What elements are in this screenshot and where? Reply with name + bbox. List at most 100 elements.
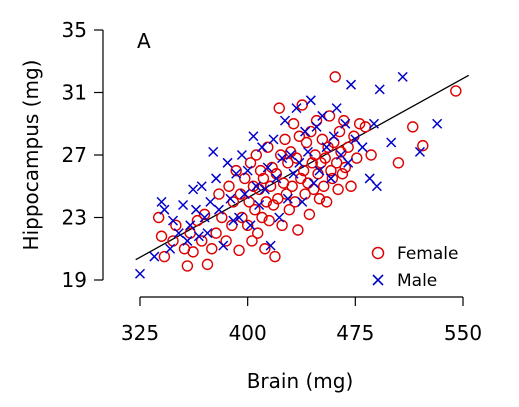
point-female <box>353 118 366 130</box>
point-female <box>345 180 357 192</box>
point-male <box>134 268 146 279</box>
point-male <box>305 95 316 106</box>
point-male <box>222 157 233 168</box>
point-female <box>296 99 308 111</box>
point-male <box>279 115 291 126</box>
legend-female-label: Female <box>397 244 458 264</box>
point-male <box>343 157 354 168</box>
point-male <box>188 184 199 195</box>
point-male <box>265 240 276 251</box>
point-male <box>256 142 268 153</box>
point-male <box>205 196 216 207</box>
point-male <box>368 118 380 129</box>
point-female <box>246 235 258 247</box>
point-female <box>286 180 298 192</box>
x-tick-label: 325 <box>121 321 159 345</box>
point-male <box>242 165 253 176</box>
y-tick-label: 31 <box>62 81 87 105</box>
point-male <box>208 146 219 157</box>
point-male <box>193 231 204 242</box>
point-female <box>292 224 304 236</box>
point-male <box>185 220 196 231</box>
point-male <box>311 121 322 132</box>
point-female <box>181 260 194 272</box>
point-male <box>321 142 332 153</box>
point-female <box>417 139 429 152</box>
point-male <box>196 181 207 192</box>
point-female <box>201 258 214 271</box>
point-female <box>257 172 270 185</box>
point-female <box>279 133 291 146</box>
point-female <box>152 211 165 224</box>
point-female <box>283 203 295 216</box>
point-female <box>198 208 211 221</box>
point-female <box>316 133 329 146</box>
point-male <box>156 196 167 207</box>
legend: Female Male <box>371 244 458 291</box>
y-tick-label: 27 <box>62 143 87 167</box>
y-tick-label: 35 <box>62 18 87 42</box>
point-female <box>287 118 300 130</box>
point-male <box>231 168 242 179</box>
point-male <box>245 220 256 231</box>
point-male <box>167 215 179 226</box>
x-axis-title: Brain (mg) <box>247 369 354 393</box>
point-male <box>314 165 325 176</box>
point-female <box>273 102 285 114</box>
point-male <box>345 79 357 90</box>
point-male <box>149 251 160 262</box>
point-male <box>340 118 351 129</box>
point-male <box>199 212 210 223</box>
point-female <box>263 214 275 227</box>
point-female <box>342 141 354 153</box>
point-male <box>374 84 385 95</box>
point-male <box>371 181 382 192</box>
point-male <box>297 196 308 207</box>
point-female <box>285 146 297 158</box>
point-male <box>228 215 239 226</box>
point-male <box>211 173 222 184</box>
point-male <box>165 243 176 254</box>
point-female <box>332 183 344 196</box>
y-tick-label: 19 <box>62 268 87 292</box>
point-female <box>256 211 268 224</box>
point-female <box>407 121 419 133</box>
point-female <box>280 188 293 200</box>
point-female <box>329 71 341 83</box>
x-tick-label: 475 <box>336 321 374 345</box>
point-female <box>365 149 377 161</box>
point-female <box>333 125 346 138</box>
point-female <box>243 196 255 208</box>
point-male <box>159 204 170 215</box>
legend-male-marker <box>372 274 384 286</box>
point-female <box>196 235 208 247</box>
point-male <box>274 212 285 223</box>
point-male <box>331 103 342 114</box>
point-female <box>310 114 323 127</box>
panel-label: A <box>137 29 151 53</box>
point-female <box>351 152 363 164</box>
x-tick-label: 400 <box>229 321 267 345</box>
point-male <box>317 110 328 121</box>
point-female <box>213 188 225 200</box>
point-female <box>230 164 242 177</box>
legend-female-marker <box>371 246 385 260</box>
point-male <box>173 228 184 239</box>
point-female <box>306 157 318 169</box>
point-female <box>272 193 284 205</box>
point-male <box>294 157 305 168</box>
point-male <box>178 199 189 211</box>
point-male <box>308 178 319 189</box>
point-female <box>293 130 306 142</box>
point-male <box>236 149 247 161</box>
point-male <box>225 193 236 204</box>
point-female <box>233 244 245 257</box>
point-male <box>285 149 296 161</box>
point-female <box>302 177 314 189</box>
point-male <box>202 228 213 239</box>
point-female <box>326 172 339 185</box>
point-female <box>226 219 238 232</box>
y-tick-label: 23 <box>62 206 87 230</box>
point-female <box>450 85 462 97</box>
